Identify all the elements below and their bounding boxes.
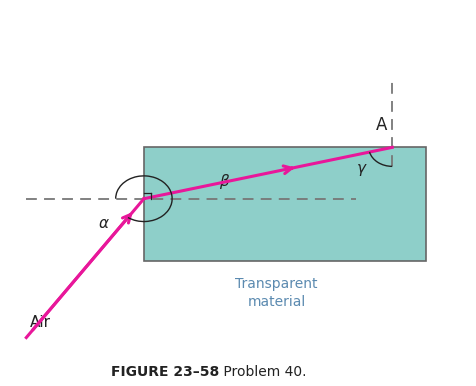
Text: Problem 40.: Problem 40. — [219, 366, 307, 379]
Text: β: β — [219, 174, 229, 189]
Bar — [144, 147, 426, 261]
Text: γ: γ — [357, 161, 366, 176]
Text: Air: Air — [30, 315, 51, 330]
Text: FIGURE 23–58: FIGURE 23–58 — [111, 366, 219, 379]
Text: A: A — [376, 115, 387, 134]
Text: Transparent
material: Transparent material — [235, 277, 318, 309]
Text: α: α — [99, 216, 109, 231]
